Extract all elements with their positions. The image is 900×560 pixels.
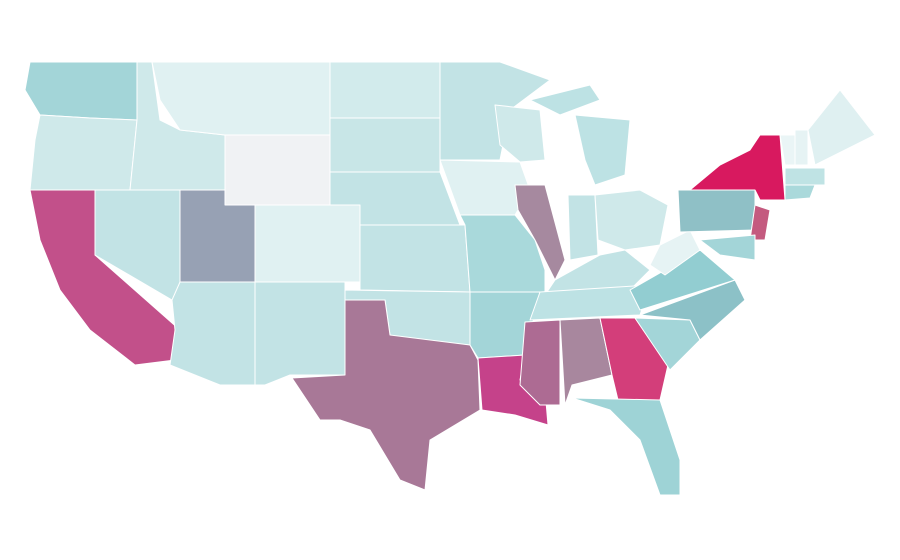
region bbox=[784, 167, 826, 186]
region bbox=[699, 234, 756, 261]
region bbox=[254, 204, 361, 283]
region bbox=[24, 61, 138, 121]
region bbox=[807, 89, 876, 166]
region bbox=[329, 61, 441, 119]
region bbox=[151, 61, 331, 136]
region bbox=[459, 214, 546, 296]
region bbox=[559, 317, 613, 406]
region bbox=[567, 194, 599, 261]
region bbox=[749, 204, 771, 241]
region bbox=[291, 299, 481, 491]
region bbox=[254, 281, 346, 386]
region bbox=[169, 281, 256, 386]
region bbox=[594, 189, 669, 251]
region bbox=[649, 229, 701, 276]
region bbox=[329, 117, 441, 173]
region bbox=[224, 134, 331, 206]
region bbox=[529, 84, 601, 116]
region bbox=[794, 129, 809, 166]
region bbox=[677, 189, 756, 233]
region bbox=[519, 319, 561, 406]
region bbox=[574, 114, 631, 186]
region bbox=[359, 224, 471, 293]
region bbox=[689, 134, 786, 201]
region bbox=[639, 279, 746, 341]
region bbox=[29, 114, 138, 191]
region bbox=[494, 104, 546, 163]
region bbox=[784, 184, 816, 201]
region bbox=[571, 397, 681, 496]
